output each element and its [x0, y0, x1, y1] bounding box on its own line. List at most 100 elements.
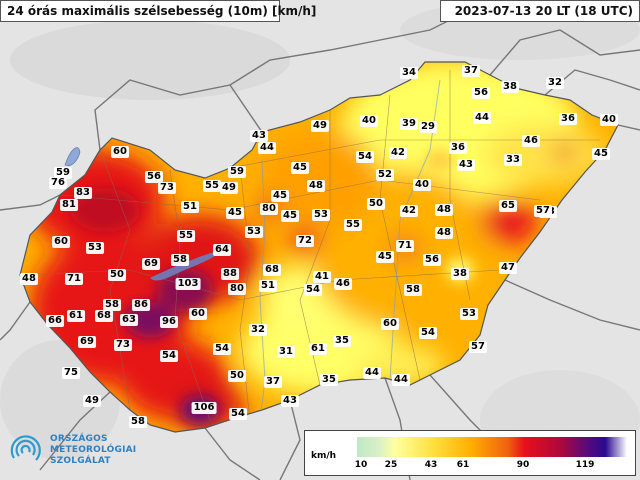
station-value: 43	[457, 159, 475, 171]
station-value: 35	[333, 335, 351, 347]
station-value: 59	[228, 166, 246, 178]
color-legend: km/h 10 25 43 61 90 119	[304, 430, 636, 476]
station-value: 33	[504, 154, 522, 166]
station-value: 54	[304, 284, 322, 296]
legend-tick-label: 119	[575, 460, 595, 470]
station-value: 51	[259, 280, 277, 292]
logo-line-3: SZOLGÁLAT	[50, 456, 111, 466]
station-value: 96	[160, 316, 178, 328]
station-value: 75	[62, 367, 80, 379]
station-value: 48	[307, 180, 325, 192]
map-title: 24 órás maximális szélsebesség (10m) [km…	[0, 0, 316, 22]
station-value: 43	[281, 395, 299, 407]
station-value: 56	[423, 254, 441, 266]
station-value: 29	[419, 121, 437, 133]
station-value: 34	[400, 67, 418, 79]
station-value: 65	[499, 200, 517, 212]
station-value: 54	[160, 350, 178, 362]
station-value: 37	[462, 65, 480, 77]
station-value: 53	[245, 226, 263, 238]
station-value: 36	[449, 142, 467, 154]
station-value: 40	[413, 179, 431, 191]
legend-tick-label: 25	[384, 460, 398, 470]
legend-tick-label: 90	[516, 460, 530, 470]
station-value: 45	[281, 210, 299, 222]
station-value: 56	[472, 87, 490, 99]
station-value: 59	[54, 167, 72, 179]
station-value: 40	[600, 114, 618, 126]
station-value: 53	[460, 308, 478, 320]
station-value: 35	[320, 374, 338, 386]
station-value: 60	[381, 318, 399, 330]
logo-line-1: ORSZÁGOS	[50, 434, 108, 444]
station-value: 45	[376, 251, 394, 263]
station-value: 103	[175, 278, 201, 290]
station-value: 106	[191, 402, 217, 414]
station-value: 71	[65, 273, 83, 285]
station-value: 45	[226, 207, 244, 219]
station-value: 38	[501, 81, 519, 93]
station-value: 58	[129, 416, 147, 428]
station-value: 58	[171, 254, 189, 266]
omsz-logo-icon	[10, 435, 41, 461]
station-value: 42	[400, 205, 418, 217]
station-value: 53	[312, 209, 330, 221]
station-value: 38	[451, 268, 469, 280]
station-value: 55	[203, 180, 221, 192]
station-value: 80	[260, 203, 278, 215]
station-value: 54	[229, 408, 247, 420]
station-value: 83	[74, 187, 92, 199]
station-value: 31	[277, 346, 295, 358]
station-value: 63	[120, 314, 138, 326]
station-value: 69	[142, 258, 160, 270]
station-value: 86	[132, 299, 150, 311]
legend-tick-label: 61	[456, 460, 470, 470]
station-value: 48	[435, 204, 453, 216]
station-value: 71	[396, 240, 414, 252]
legend-colorbar	[357, 437, 627, 457]
station-value: 73	[114, 339, 132, 351]
station-value: 47	[499, 262, 517, 274]
station-value: 61	[67, 310, 85, 322]
timestamp: 2023-07-13 20 LT (18 UTC)	[440, 0, 640, 22]
station-value: 49	[311, 120, 329, 132]
omsz-logo: ORSZÁGOS METEOROLÓGIAI SZOLGÁLAT	[6, 428, 146, 476]
station-value: 42	[389, 147, 407, 159]
station-value: 37	[264, 376, 282, 388]
station-value: 56	[145, 171, 163, 183]
station-value: 32	[546, 77, 564, 89]
station-value: 60	[111, 146, 129, 158]
station-value: 50	[228, 370, 246, 382]
station-value: 76	[49, 177, 67, 189]
station-value: 44	[392, 374, 410, 386]
station-value: 52	[376, 169, 394, 181]
station-value: 54	[356, 151, 374, 163]
legend-tick-label: 10	[354, 460, 368, 470]
station-value: 88	[221, 268, 239, 280]
station-value: 60	[52, 236, 70, 248]
station-value: 66	[46, 315, 64, 327]
county-borders	[20, 70, 600, 421]
station-value: 49	[220, 182, 238, 194]
station-value: 50	[367, 198, 385, 210]
station-value: 48	[435, 227, 453, 239]
station-value: 64	[213, 244, 231, 256]
station-value: 44	[363, 367, 381, 379]
station-value: 60	[189, 308, 207, 320]
station-value: 58	[103, 299, 121, 311]
station-value: 53	[86, 242, 104, 254]
station-value: 45	[291, 162, 309, 174]
lakes	[64, 147, 81, 166]
station-value: 44	[258, 142, 276, 154]
station-value: 43	[250, 130, 268, 142]
station-value: 36	[559, 113, 577, 125]
station-value: 46	[522, 135, 540, 147]
station-value: 40	[360, 115, 378, 127]
station-value: 61	[309, 343, 327, 355]
station-value: 58	[404, 284, 422, 296]
station-value: 69	[78, 336, 96, 348]
station-value: 73	[158, 182, 176, 194]
station-value: 57	[534, 205, 552, 217]
